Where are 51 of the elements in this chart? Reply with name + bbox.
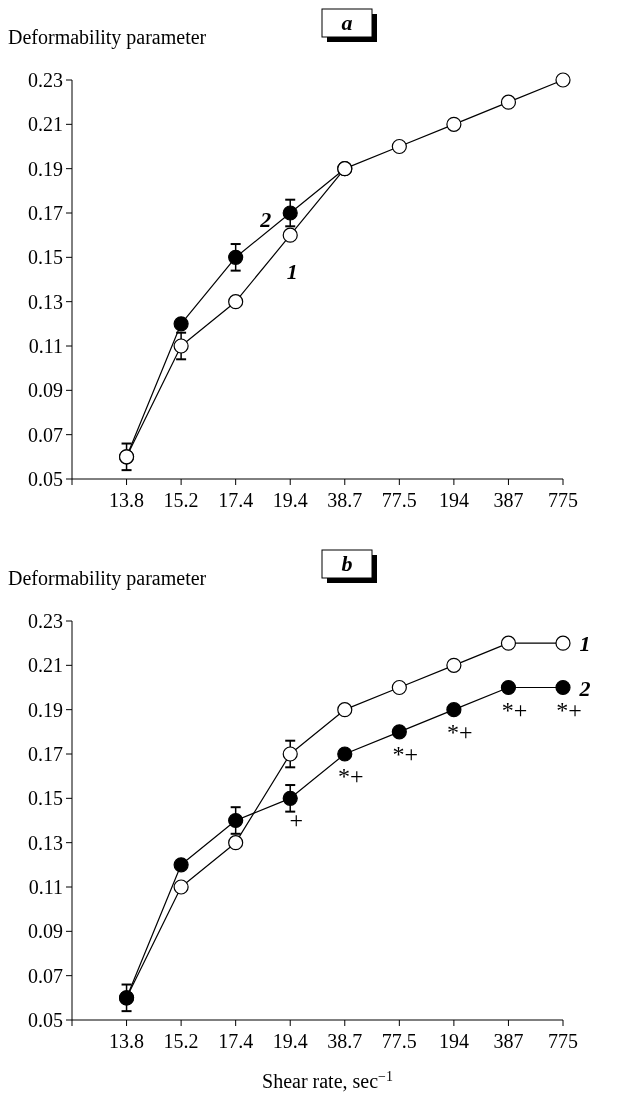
y-tick-label: 0.15 — [28, 787, 63, 810]
y-tick-label: 0.07 — [28, 423, 63, 446]
y-tick-label: 0.23 — [28, 69, 63, 91]
x-tick-label: 387 — [493, 489, 524, 511]
x-tick-label: 17.4 — [218, 489, 254, 511]
x-tick-label: 15.2 — [163, 489, 199, 511]
x-tick-label: 775 — [548, 1030, 578, 1052]
x-tick-label: 13.8 — [109, 1030, 145, 1052]
x-tick-label: 15.2 — [163, 1030, 199, 1052]
y-tick-label: 0.21 — [28, 113, 63, 136]
annotation: *+ — [338, 763, 364, 789]
annotation: + — [289, 807, 303, 834]
x-tick-label: 13.8 — [109, 489, 145, 511]
annotation: *+ — [501, 696, 528, 723]
x-tick-label: 77.5 — [381, 489, 417, 511]
x-tick-label: 19.4 — [272, 489, 308, 511]
annotation: *+ — [392, 740, 419, 767]
y-tick-label: 0.17 — [28, 202, 63, 224]
chart-title: b — [341, 551, 353, 576]
y-tick-label: 0.11 — [28, 876, 63, 898]
y-tick-label: 0.09 — [28, 379, 63, 402]
chart-title: a — [341, 10, 353, 35]
y-axis-title: Deformability parameter — [8, 567, 207, 590]
series-label: 1 — [579, 631, 591, 657]
x-tick-label: 38.7 — [327, 1030, 363, 1052]
y-tick-label: 0.19 — [28, 157, 63, 180]
y-tick-label: 0.13 — [28, 290, 63, 313]
x-tick-label: 77.5 — [381, 1030, 417, 1052]
y-tick-label: 0.11 — [28, 335, 63, 357]
x-tick-label: 387 — [493, 1030, 524, 1052]
y-axis-title: Deformability parameter — [8, 26, 207, 49]
x-axis-title: Shear rate, sec$^{−1}$ — [262, 1068, 393, 1092]
x-tick-label: 194 — [438, 1030, 469, 1052]
y-tick-label: 0.17 — [28, 743, 63, 765]
y-tick-label: 0.05 — [28, 468, 63, 490]
y-tick-label: 0.23 — [28, 610, 63, 632]
y-tick-label: 0.07 — [28, 964, 63, 987]
y-tick-label: 0.21 — [28, 654, 63, 677]
x-tick-label: 19.4 — [272, 1030, 308, 1052]
annotation: *+ — [447, 718, 473, 745]
y-tick-label: 0.13 — [28, 831, 63, 854]
y-tick-label: 0.19 — [28, 698, 63, 721]
x-tick-label: 194 — [438, 489, 469, 511]
y-tick-label: 0.05 — [28, 1009, 63, 1031]
y-tick-label: 0.09 — [28, 920, 63, 943]
x-tick-label: 775 — [548, 489, 578, 511]
x-tick-label: 17.4 — [218, 1030, 254, 1052]
y-tick-label: 0.15 — [28, 246, 63, 269]
series-label: 1 — [286, 259, 298, 285]
series-label: 2 — [259, 207, 272, 233]
x-tick-label: 38.7 — [327, 489, 363, 511]
